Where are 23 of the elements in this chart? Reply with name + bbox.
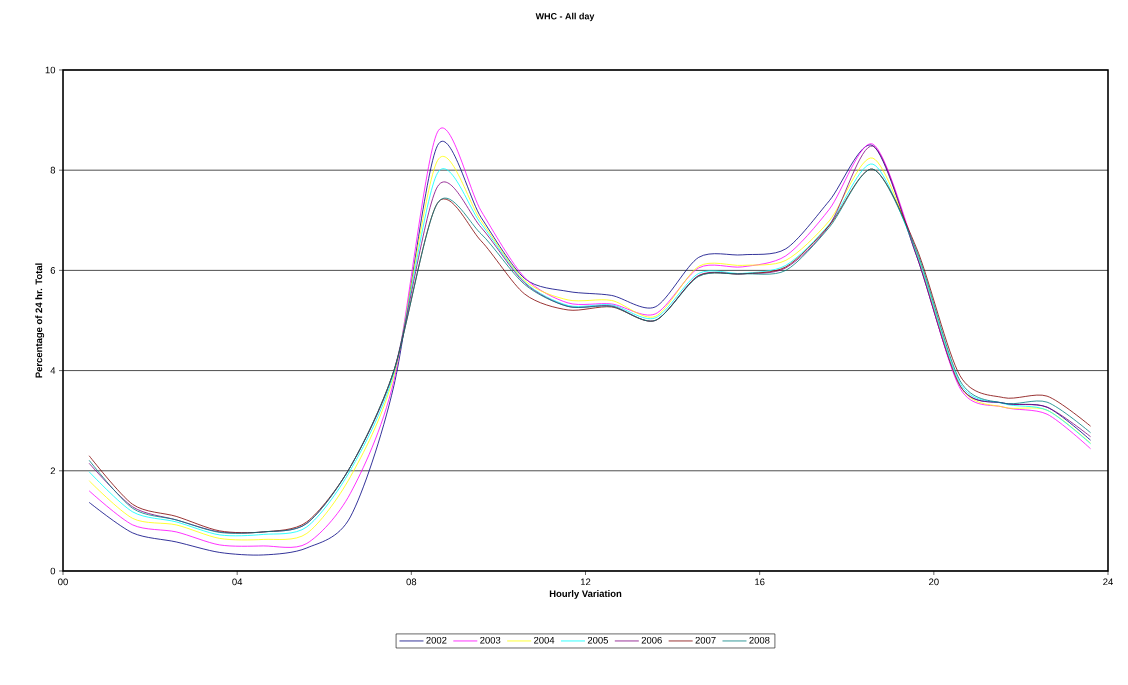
y-tick-label: 4 [50, 367, 56, 374]
legend-label: 2006 [641, 636, 662, 644]
y-axis-title: Percentage of 24 hr. Total [35, 263, 45, 378]
y-tick-label: 0 [50, 567, 56, 575]
y-tick-label: 2 [50, 467, 56, 475]
x-axis-title: Hourly Variation [549, 590, 622, 599]
legend-label: 2005 [587, 636, 609, 644]
x-tick-label: 12 [580, 578, 591, 586]
legend-label: 2003 [480, 636, 501, 644]
x-tick-label: 16 [755, 578, 765, 586]
x-tick-label: 24 [1103, 578, 1113, 586]
x-tick-label: 20 [929, 578, 939, 586]
chart-title: WHC - All day [535, 12, 595, 22]
legend-label: 2004 [534, 636, 555, 644]
x-tick-label: 08 [406, 578, 417, 586]
y-tick-label: 10 [45, 66, 56, 74]
legend-label: 2007 [695, 636, 716, 644]
y-tick-label: 6 [50, 267, 56, 274]
x-tick-label: 04 [232, 578, 243, 586]
y-tick-label: 8 [50, 166, 56, 174]
legend-label: 2002 [426, 636, 447, 644]
x-tick-label: 00 [58, 578, 68, 586]
legend-label: 2008 [749, 636, 770, 644]
